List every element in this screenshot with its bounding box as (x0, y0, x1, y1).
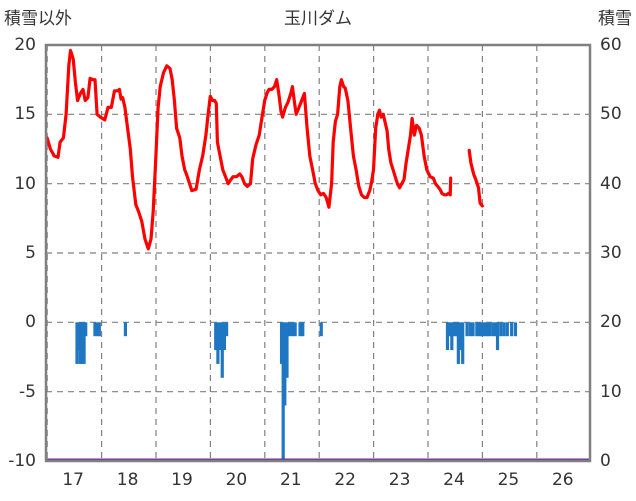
precipitation-bar (75, 322, 79, 364)
x-tick-label: 24 (443, 470, 465, 490)
precipitation-bar (293, 322, 297, 337)
right-tick-label: 50 (600, 104, 622, 125)
precipitation-bar (82, 322, 86, 364)
precipitation-bar (319, 322, 323, 337)
left-tick-label: -10 (8, 451, 36, 471)
precipitation-bar (502, 322, 506, 337)
precipitation-bar (486, 322, 490, 337)
precipitation-bar (456, 322, 460, 364)
precipitation-bar (495, 322, 500, 351)
precipitation-bar (513, 322, 518, 337)
left-tick-label: 5 (25, 243, 36, 263)
chart-title: 玉川ダム (284, 9, 352, 29)
precipitation-bar (298, 322, 302, 337)
precipitation-bar (288, 322, 292, 337)
x-tick-label: 26 (551, 470, 574, 490)
precipitation-bar (479, 322, 483, 337)
precipitation-bar (97, 322, 101, 337)
right-axis-label: 積雪 (598, 9, 632, 29)
precipitation-bar (214, 322, 218, 351)
precipitation-bar (510, 322, 514, 337)
temperature-line (467, 148, 484, 208)
right-tick-label: 30 (600, 243, 622, 263)
x-tick-label: 25 (497, 470, 520, 490)
precipitation-bar (96, 322, 100, 337)
precipitation-bars (75, 322, 518, 461)
precipitation-bar (93, 322, 97, 337)
precipitation-bar (301, 322, 305, 337)
precipitation-bar (499, 322, 503, 337)
left-axis-label: 積雪以外 (4, 9, 72, 29)
precipitation-bar (290, 322, 295, 337)
precipitation-bar (281, 322, 285, 461)
x-tick-label: 23 (388, 470, 411, 490)
precipitation-bar (225, 322, 229, 337)
left-tick-label: 0 (25, 312, 36, 333)
precipitation-bar (78, 322, 82, 364)
precipitation-bar (445, 322, 450, 351)
x-tick-label: 22 (334, 470, 356, 490)
precipitation-bar (491, 322, 495, 337)
temperature-series (45, 48, 484, 251)
precipitation-bar (468, 322, 472, 337)
precipitation-bar (477, 322, 481, 337)
precipitation-bar (488, 322, 492, 337)
precipitation-bar (216, 322, 220, 364)
precipitation-bar (483, 322, 488, 337)
precipitation-bar (465, 322, 469, 337)
precipitation-bar (481, 322, 485, 337)
precipitation-bar (452, 322, 456, 337)
precipitation-bar (461, 322, 465, 364)
left-tick-label: 10 (14, 173, 36, 194)
right-tick-label: 60 (600, 35, 622, 55)
x-tick-label: 18 (116, 470, 139, 490)
precipitation-bar (471, 322, 475, 337)
right-tick-label: 20 (600, 312, 622, 333)
right-tick-label: 0 (600, 451, 611, 471)
precipitation-bar (283, 322, 287, 406)
precipitation-bar (454, 322, 458, 337)
left-tick-label: 20 (14, 35, 36, 55)
precipitation-bar (218, 322, 222, 351)
precipitation-bar (285, 322, 289, 378)
left-tick-label: -5 (19, 381, 36, 402)
precipitation-bar (493, 322, 497, 337)
right-tick-label: 10 (600, 381, 622, 402)
precipitation-bar (448, 322, 452, 337)
x-tick-label: 19 (171, 470, 193, 490)
precipitation-bar (80, 322, 84, 364)
precipitation-bar (475, 322, 479, 337)
plot-frame (44, 43, 592, 463)
precipitation-bar (450, 322, 454, 351)
x-tick-label: 20 (225, 470, 248, 490)
precipitation-bar (279, 322, 284, 364)
x-tick-label: 21 (279, 470, 302, 490)
x-tick-label: 17 (62, 470, 84, 490)
precipitation-bar (458, 322, 463, 351)
precipitation-bar (84, 322, 88, 337)
left-tick-label: 15 (14, 104, 36, 125)
precipitation-bar (220, 322, 224, 378)
precipitation-bar (222, 322, 227, 351)
precipitation-bar (505, 322, 509, 337)
grid-lines (46, 45, 590, 461)
precipitation-bar (123, 322, 128, 337)
temperature-line (45, 48, 453, 251)
precipitation-bar (77, 322, 81, 351)
right-tick-label: 40 (600, 173, 622, 194)
